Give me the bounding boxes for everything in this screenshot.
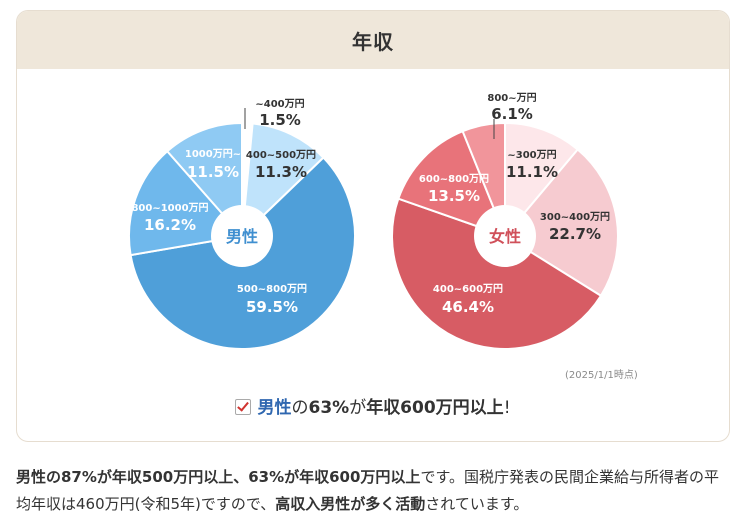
pie1-slice-3-value: 13.5% — [428, 187, 480, 205]
pie0-slice-2-value: 59.5% — [246, 298, 298, 316]
pie0-slice-2-category: 500~800万円 — [237, 283, 307, 295]
card-title: 年収 — [352, 29, 394, 54]
pie1-slice-4-value: 6.1% — [491, 105, 533, 123]
tagline-percent: 63% — [308, 398, 350, 418]
pie1-slice-0-value: 11.1% — [506, 163, 558, 181]
pie0-slice-4 — [165, 121, 243, 239]
pie1-slice-2 — [391, 197, 603, 350]
pie1-slice-1-value: 22.7% — [549, 225, 601, 243]
pie0-slice-3-category: 800~1000万円 — [131, 202, 208, 214]
checkbox-icon — [235, 399, 252, 415]
pie1-slice-4-category: 800~万円 — [487, 92, 536, 104]
pie0-center-hole — [211, 205, 273, 267]
pie1-slice-0 — [504, 121, 580, 239]
description-bold-1: 男性の87%が年収500万円以上、63%が年収600万円以上 — [16, 468, 421, 486]
female-income-chart: 女性 ~300万円 11.1% 300~400万円 22.7% 400~600万円 46.4… — [391, 92, 619, 350]
pie0-center-label: 男性 — [226, 227, 258, 246]
tagline-particle-2: が — [349, 398, 367, 418]
description: 男性の87%が年収500万円以上、63%が年収600万円以上です。国税庁発表の民… — [16, 464, 728, 518]
tagline-male: 男性 — [257, 398, 292, 418]
tagline-exclamation: ! — [503, 398, 511, 418]
income-card: 年収 男性 ~400万円 1.5% 400~500万円 11.3% 500~800万円 59… — [16, 10, 730, 442]
pie0-slice-4-category: 1000万円~ — [185, 148, 241, 160]
card-header: 年収 — [17, 11, 729, 69]
pie0-slice-1 — [240, 122, 325, 239]
tagline: 男性の63%が年収600万円以上! — [17, 393, 729, 418]
pie0-slice-3-value: 16.2% — [144, 216, 196, 234]
pie0-slice-0-category: ~400万円 — [255, 98, 304, 110]
tagline-particle-1: の — [291, 398, 309, 418]
description-text-2: されています。 — [425, 495, 529, 513]
pie1-slice-3-category: 600~800万円 — [419, 173, 489, 185]
tagline-income: 年収600万円以上 — [366, 398, 504, 418]
pie1-slice-0-category: ~300万円 — [507, 149, 556, 161]
pie0-slice-1-value: 11.3% — [255, 163, 307, 181]
pie1-slice-2-value: 46.4% — [442, 298, 494, 316]
description-text-1: です。国税庁発表の民間企業給与所得者の平均年収は460万円(令和5年)ですので、 — [16, 468, 719, 513]
pie0-slice-0-value: 1.5% — [259, 111, 301, 129]
pie1-center-label: 女性 — [489, 227, 521, 246]
pie0-slice-1-category: 400~500万円 — [246, 149, 316, 161]
pie0-slice-4-value: 11.5% — [187, 163, 239, 181]
pie1-slice-2-category: 400~600万円 — [433, 283, 503, 295]
pie1-slice-1 — [503, 148, 619, 298]
pie1-center-hole — [474, 205, 536, 267]
pie1-slice-1-category: 300~400万円 — [540, 211, 610, 223]
description-bold-2: 高収入男性が多く活動 — [275, 495, 426, 513]
pie1-slice-3 — [397, 129, 507, 238]
date-note: (2025/1/1時点) — [565, 370, 638, 381]
